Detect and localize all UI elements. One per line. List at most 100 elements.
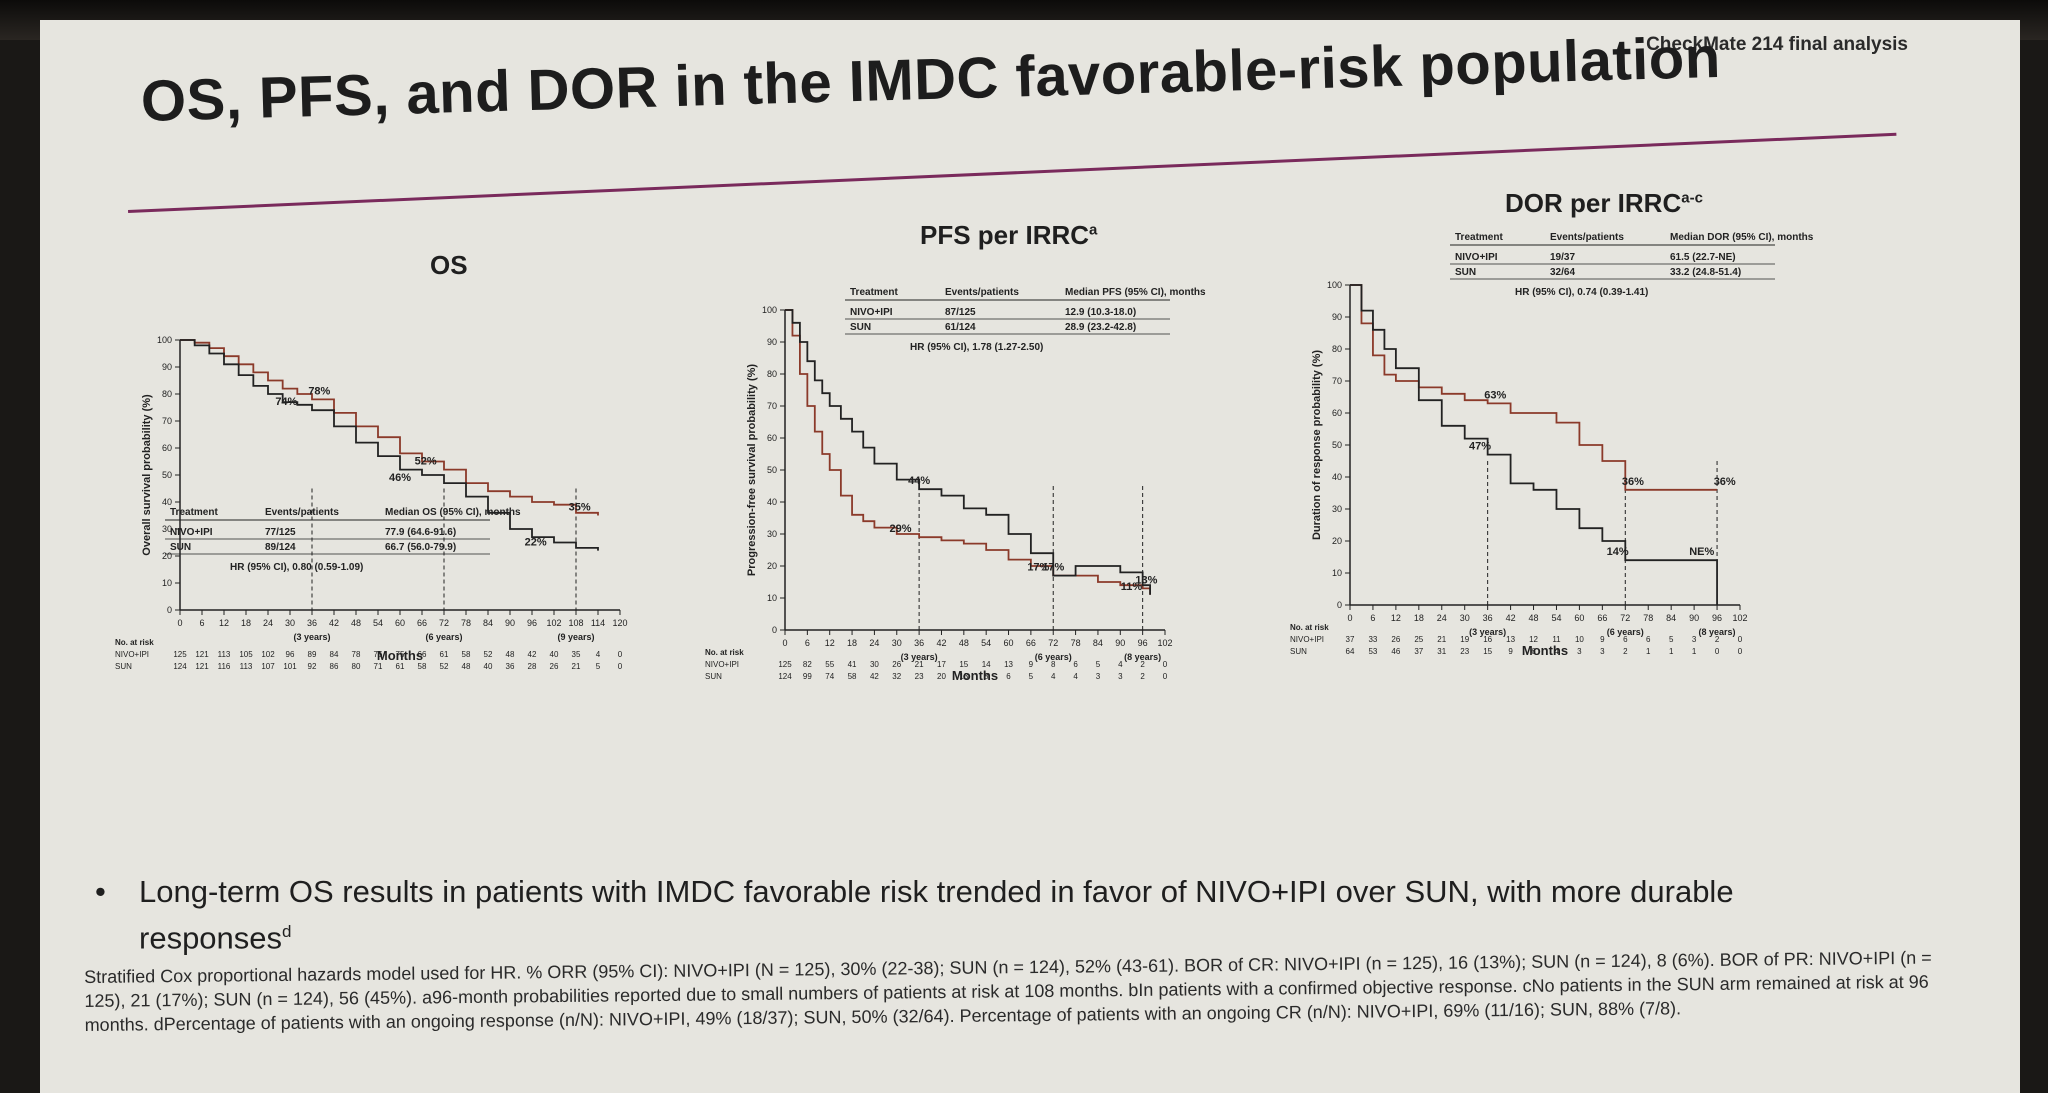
pfs-at-risk-value: 9 <box>1029 660 1034 669</box>
dor-x-note: (3 years) <box>1469 627 1506 637</box>
os-x-note: (9 years) <box>557 632 594 642</box>
pfs-y-tick-label: 10 <box>767 593 777 603</box>
pfs-y-tick-label: 40 <box>767 497 777 507</box>
os-y-tick-label: 10 <box>162 578 172 588</box>
pfs-at-risk-value: 0 <box>1163 660 1168 669</box>
dor-at-risk-value: 3 <box>1692 635 1697 644</box>
pfs-legend-cell: SUN <box>850 322 871 333</box>
pfs-at-risk-value: 124 <box>778 672 792 681</box>
os-x-tick-label: 24 <box>263 618 273 628</box>
dor-legend-cell: 61.5 (22.7-NE) <box>1670 252 1736 263</box>
pfs-x-tick-label: 24 <box>869 638 879 648</box>
pfs-x-tick-label: 12 <box>825 638 835 648</box>
dor-at-risk-value: 2 <box>1715 635 1720 644</box>
os-y-tick-label: 40 <box>162 497 172 507</box>
os-at-risk-value: 89 <box>308 650 317 659</box>
os-at-risk-value: 116 <box>218 662 231 671</box>
dor-legend-cell: SUN <box>1455 267 1476 278</box>
os-at-risk-value: 66 <box>418 650 427 659</box>
os-y-tick-label: 0 <box>167 605 172 615</box>
os-at-risk-value: 71 <box>374 662 383 671</box>
os-y-tick-label: 80 <box>162 389 172 399</box>
os-annotation-label: 78% <box>308 385 330 397</box>
dor-x-tick-label: 84 <box>1666 613 1676 623</box>
os-y-tick-label: 60 <box>162 443 172 453</box>
pfs-y-tick-label: 0 <box>772 625 777 635</box>
dor-at-risk-value: 37 <box>1414 647 1423 656</box>
pfs-at-risk-row-name: NIVO+IPI <box>705 660 739 669</box>
pfs-legend-hr: HR (95% CI), 1.78 (1.27-2.50) <box>910 342 1043 353</box>
bullet-sup: d <box>282 922 292 941</box>
pfs-at-risk-value: 6 <box>1006 672 1011 681</box>
pfs-at-risk-value: 74 <box>825 672 834 681</box>
dor-legend-cell: 32/64 <box>1550 267 1575 278</box>
os-annotation-label: 46% <box>389 472 411 484</box>
os-x-tick-label: 42 <box>329 618 339 628</box>
os-at-risk-value: 124 <box>173 662 187 671</box>
dor-at-risk-value: 64 <box>1346 647 1355 656</box>
os-at-risk-value: 36 <box>506 662 515 671</box>
pfs-legend-cell: NIVO+IPI <box>850 307 893 318</box>
os-at-risk-value: 80 <box>352 662 361 671</box>
os-x-tick-label: 114 <box>591 618 605 628</box>
pfs-at-risk-value: 6 <box>1073 660 1078 669</box>
pfs-annotation-label: 17% <box>1042 562 1064 574</box>
pfs-x-tick-label: 0 <box>782 638 787 648</box>
os-at-risk-value: 4 <box>596 650 601 659</box>
pfs-x-tick-label: 84 <box>1093 638 1103 648</box>
pfs-y-tick-label: 80 <box>767 369 777 379</box>
os-x-tick-label: 84 <box>483 618 493 628</box>
dor-at-risk-value: 33 <box>1368 635 1377 644</box>
os-x-tick-label: 90 <box>505 618 515 628</box>
pfs-y-tick-label: 100 <box>762 305 777 315</box>
os-legend-cell: SUN <box>170 542 191 553</box>
os-at-risk-value: 26 <box>550 662 559 671</box>
dor-x-tick-label: 48 <box>1529 613 1539 623</box>
os-x-tick-label: 54 <box>373 618 383 628</box>
os-x-tick-label: 60 <box>395 618 405 628</box>
pfs-at-risk-label: No. at risk <box>705 648 744 657</box>
pfs-x-tick-label: 66 <box>1026 638 1036 648</box>
pfs-x-note: (8 years) <box>1124 652 1161 662</box>
os-at-risk-value: 102 <box>261 650 275 659</box>
dor-at-risk-value: 46 <box>1391 647 1400 656</box>
dor-at-risk-value: 0 <box>1738 635 1743 644</box>
os-x-tick-label: 6 <box>199 618 204 628</box>
pfs-annotation-label: 13% <box>1135 574 1157 586</box>
pfs-at-risk-value: 58 <box>848 672 857 681</box>
os-at-risk-row-name: NIVO+IPI <box>115 650 149 659</box>
pfs-y-tick-label: 60 <box>767 433 777 443</box>
os-x-tick-label: 18 <box>241 618 251 628</box>
os-annotation-label: 35% <box>569 502 591 514</box>
pfs-x-tick-label: 42 <box>936 638 946 648</box>
dor-at-risk-value: 6 <box>1531 647 1536 656</box>
os-at-risk-value: 86 <box>330 662 339 671</box>
pfs-x-note: (3 years) <box>901 652 938 662</box>
os-at-risk-value: 121 <box>195 662 209 671</box>
pfs-legend-cell: 61/124 <box>945 322 976 333</box>
os-at-risk-value: 84 <box>330 650 339 659</box>
pfs-at-risk-value: 13 <box>1004 660 1013 669</box>
os-at-risk-value: 61 <box>440 650 449 659</box>
dor-y-tick-label: 30 <box>1332 504 1342 514</box>
os-at-risk-value: 48 <box>506 650 515 659</box>
pfs-annotation-label: 11% <box>1121 581 1143 593</box>
os-annotation-label: 52% <box>415 456 437 468</box>
pfs-at-risk-value: 32 <box>892 672 901 681</box>
pfs-legend-header: Events/patients <box>945 287 1019 298</box>
dor-at-risk-value: 9 <box>1508 647 1513 656</box>
os-y-tick-label: 90 <box>162 362 172 372</box>
dor-x-tick-label: 0 <box>1347 613 1352 623</box>
dor-annotation-label: NE% <box>1689 546 1714 558</box>
dor-y-tick-label: 100 <box>1327 280 1342 290</box>
pfs-y-tick-label: 70 <box>767 401 777 411</box>
os-x-tick-label: 78 <box>461 618 471 628</box>
pfs-x-tick-label: 48 <box>959 638 969 648</box>
pfs-y-axis-label: Progression-free survival probability (%… <box>746 364 758 576</box>
os-x-tick-label: 72 <box>439 618 449 628</box>
dor-x-tick-label: 66 <box>1597 613 1607 623</box>
dor-at-risk-value: 0 <box>1715 647 1720 656</box>
dor-annotation-label: 14% <box>1607 546 1629 558</box>
